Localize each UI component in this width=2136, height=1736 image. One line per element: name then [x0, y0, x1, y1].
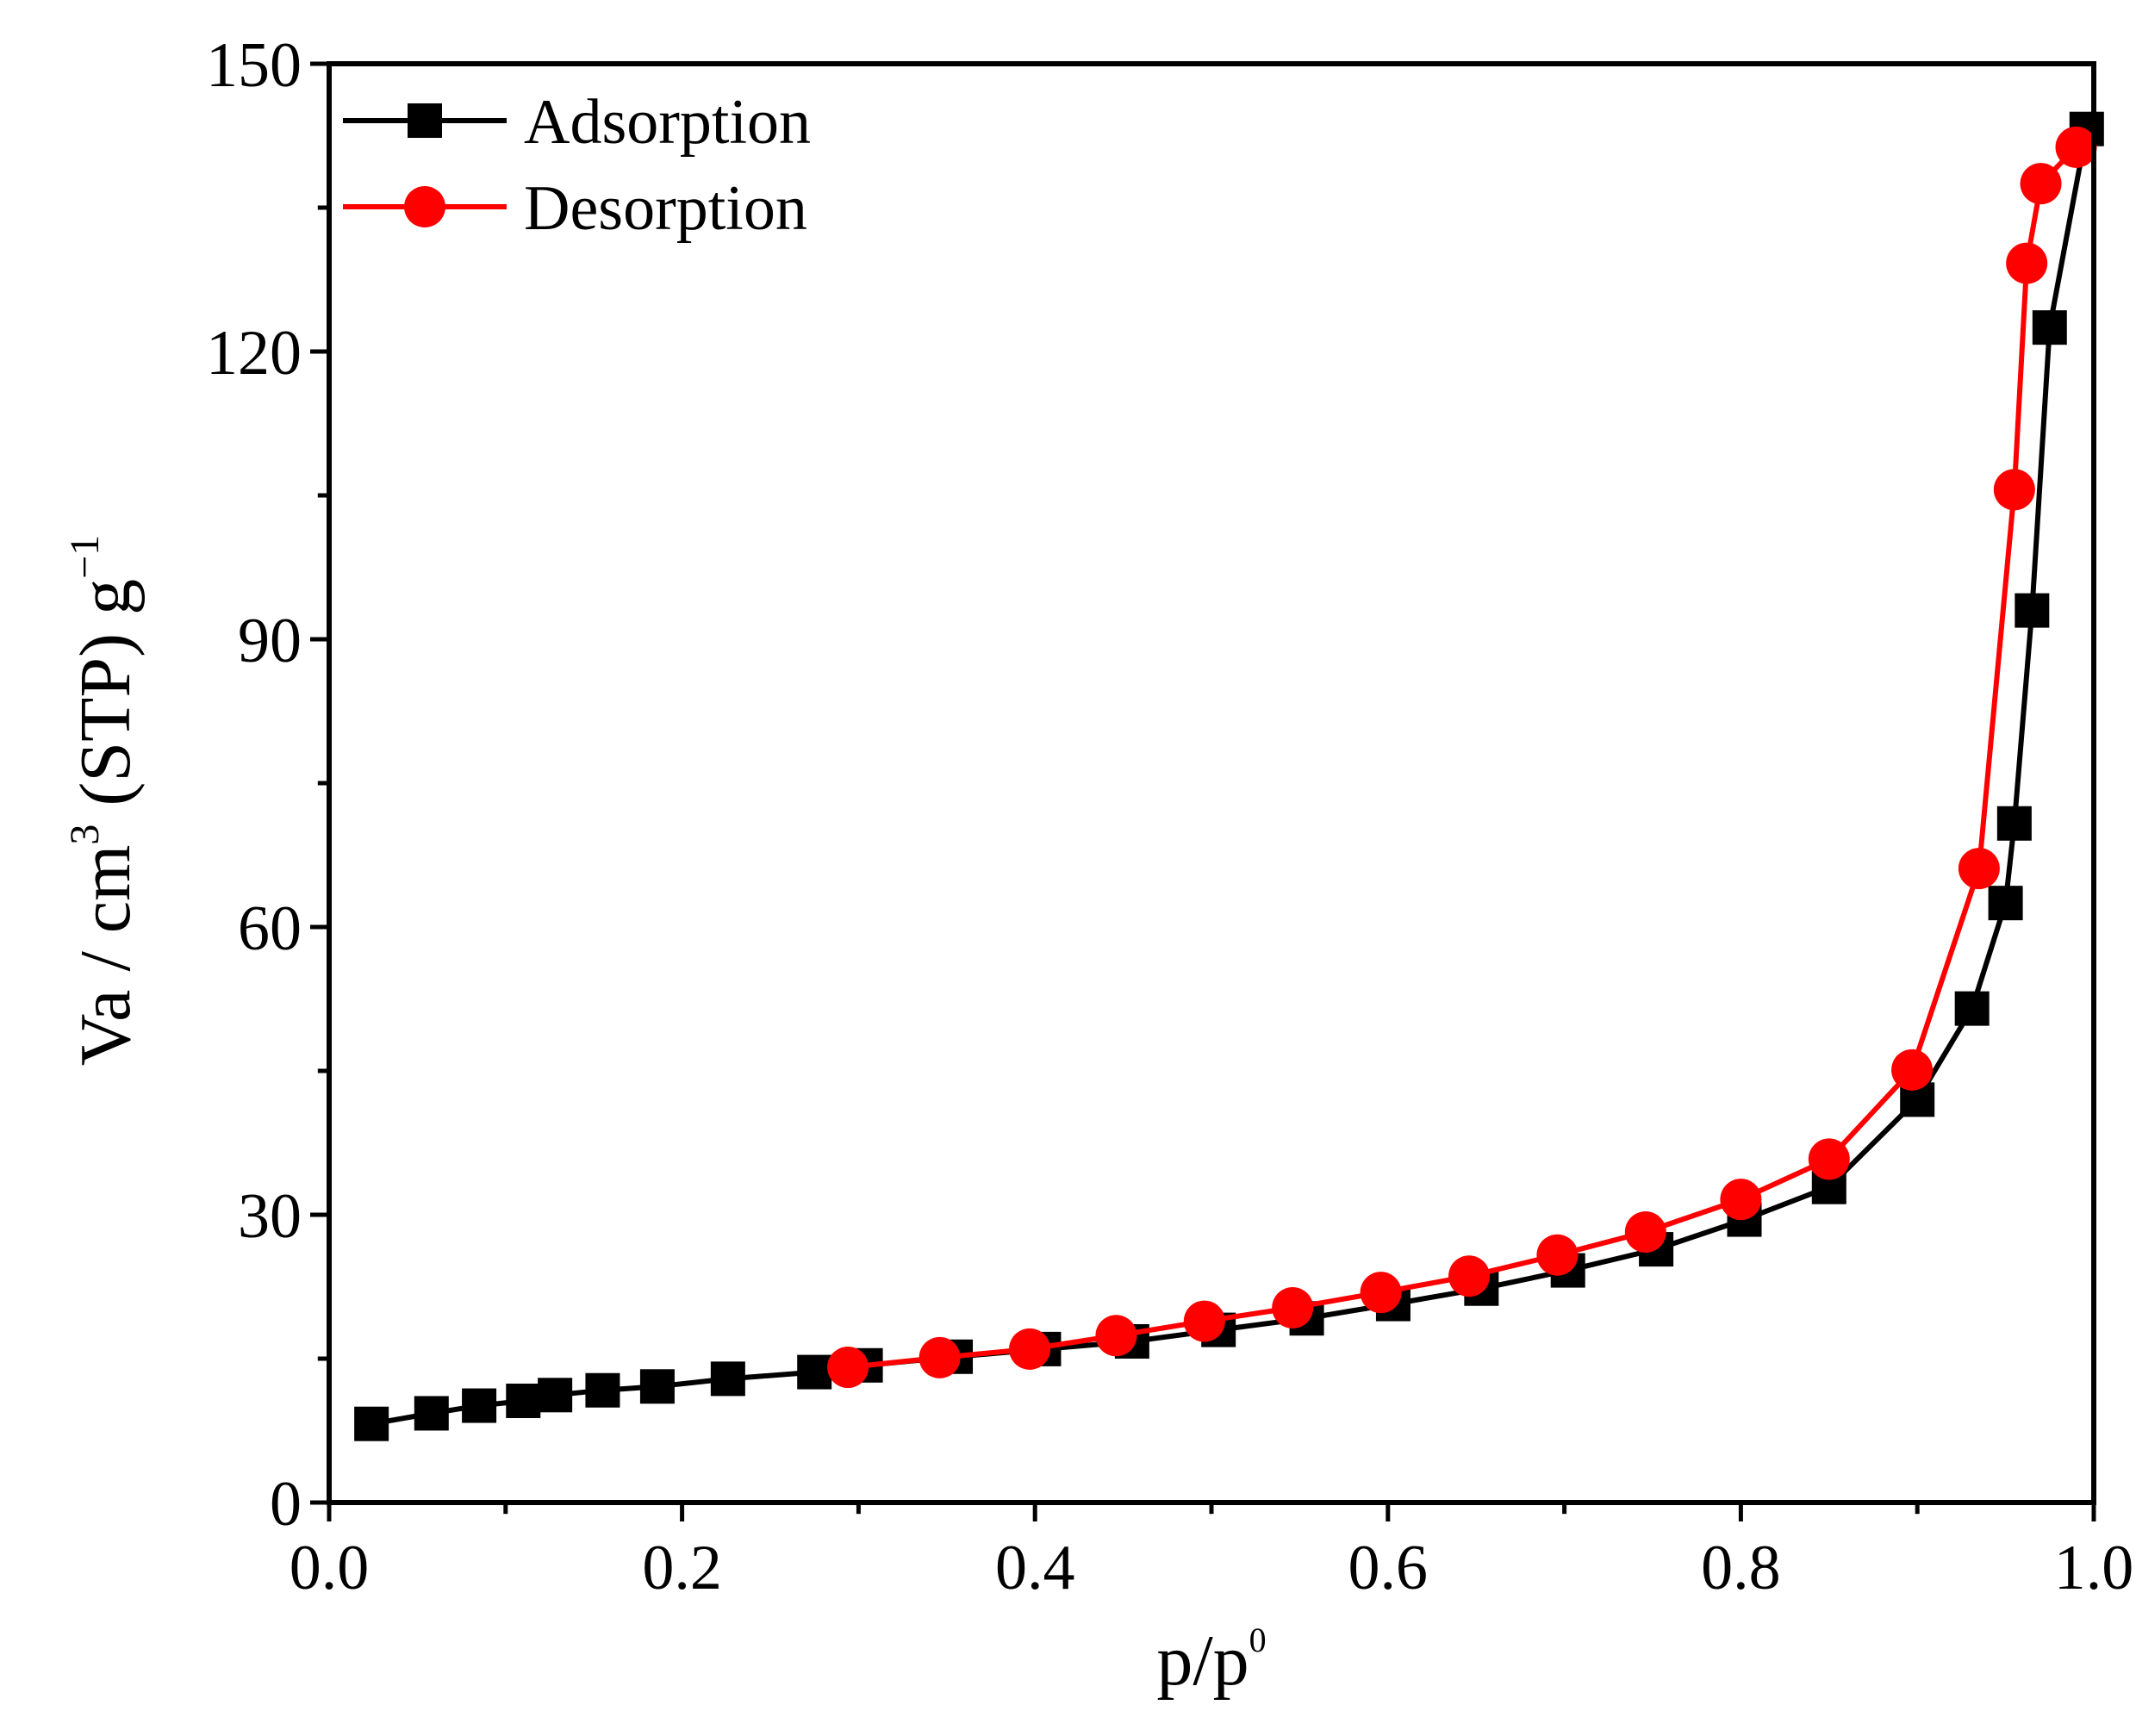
adsorption-point [639, 1369, 675, 1404]
x-axis-title-main: p/p [1156, 1621, 1249, 1701]
legend-marker-shape [404, 186, 445, 227]
adsorption-line [371, 128, 2089, 1427]
desorption-point [2055, 126, 2097, 168]
desorption-point [1536, 1234, 1579, 1276]
adsorption-point [2015, 593, 2050, 628]
x-axis-title-sup: 0 [1249, 1621, 1267, 1659]
x-axis-title: p/p0 [1156, 1621, 1266, 1701]
legend-label-desorption: Desorption [524, 173, 807, 244]
desorption-point [919, 1336, 961, 1378]
series-adsorption [354, 111, 2104, 1441]
adsorption-point [462, 1388, 497, 1423]
series-layer [354, 111, 2104, 1441]
x-tick-label: 0.4 [995, 1533, 1075, 1603]
desorption-point [1624, 1211, 1666, 1254]
desorption-point [1958, 848, 2000, 890]
plot-frame [327, 61, 2096, 1505]
y-axis-title: Va / cm3 (STP) g−1 [62, 535, 146, 1066]
tick-layer: 0.0 0.2 0.4 0.6 0.8 1.0 0 30 60 90 120 150 [206, 30, 2133, 1603]
desorption-point [827, 1347, 869, 1389]
legend: Adsorption Desorption [343, 87, 811, 244]
adsorption-point [1988, 886, 2023, 921]
y-tick-label: 150 [206, 30, 302, 101]
y-tick-label: 0 [270, 1469, 302, 1540]
desorption-point [1009, 1328, 1051, 1370]
adsorption-point [797, 1354, 832, 1390]
x-tick-label: 0.0 [290, 1533, 370, 1603]
legend-marker-adsorption [408, 103, 442, 138]
y-axis-title-sup-3: 3 [62, 824, 108, 845]
legend-marker-shape [408, 103, 442, 138]
desorption-point [1183, 1300, 1225, 1342]
desorption-line [847, 145, 2078, 1370]
y-axis-title-main: Va / cm [65, 845, 146, 1067]
y-tick-label: 30 [238, 1181, 302, 1252]
desorption-point [1095, 1315, 1137, 1357]
desorption-point [1808, 1138, 1850, 1180]
y-tick-label: 60 [238, 893, 302, 964]
adsorption-point [354, 1406, 389, 1441]
adsorption-point [414, 1396, 449, 1431]
x-tick-label: 0.2 [642, 1533, 722, 1603]
desorption-point [2020, 163, 2062, 205]
x-tick-label: 0.6 [1348, 1533, 1429, 1603]
adsorption-point [585, 1372, 620, 1408]
desorption-point [1993, 469, 2035, 511]
x-tick-label: 1.0 [2054, 1533, 2134, 1603]
x-tick-label: 0.8 [1701, 1533, 1781, 1603]
desorption-point [2006, 242, 2048, 284]
y-axis-title-mid: (STP) g [65, 579, 146, 824]
legend-marker-desorption [404, 186, 445, 227]
adsorption-point [710, 1361, 745, 1397]
desorption-point [1272, 1286, 1314, 1328]
y-tick-label: 90 [238, 606, 302, 676]
desorption-point [1720, 1179, 1762, 1221]
desorption-point [1891, 1048, 1934, 1091]
adsorption-point [538, 1378, 573, 1413]
adsorption-point [1996, 806, 2032, 841]
series-desorption [827, 126, 2097, 1389]
legend-label-adsorption: Adsorption [524, 87, 811, 158]
desorption-point [1448, 1255, 1491, 1297]
desorption-point [1360, 1272, 1402, 1314]
adsorption-point [2032, 310, 2067, 345]
adsorption-point [506, 1383, 541, 1418]
y-tick-label: 120 [206, 318, 302, 389]
y-axis-title-sup-minus1: −1 [62, 535, 108, 579]
adsorption-point [1954, 991, 1990, 1026]
